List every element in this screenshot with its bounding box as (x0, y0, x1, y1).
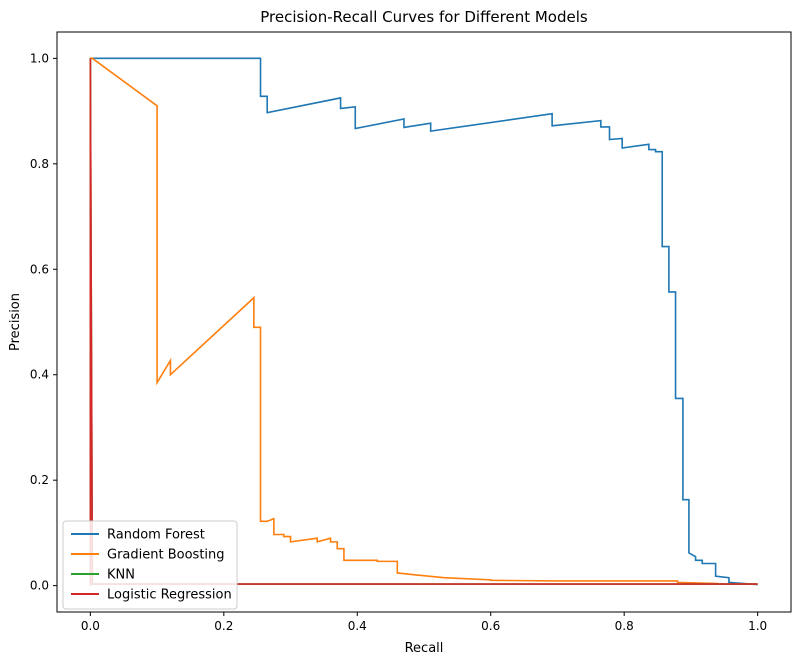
x-tick-label: 0.2 (214, 619, 233, 633)
series-line-random-forest (89, 57, 758, 586)
series-layer (89, 57, 758, 586)
y-tick-label: 0.4 (30, 368, 49, 382)
y-tick-label: 1.0 (30, 51, 49, 65)
plot-area (56, 31, 792, 613)
legend-label: Logistic Regression (107, 588, 232, 603)
legend-label: Random Forest (107, 528, 205, 543)
x-axis-label: Recall (405, 641, 444, 656)
x-tick-label: 1.0 (748, 619, 767, 633)
y-tick-label: 0.0 (30, 579, 49, 593)
y-tick-label: 0.8 (30, 157, 49, 171)
x-tick-label: 0.6 (481, 619, 500, 633)
x-tick-label: 0.0 (81, 619, 100, 633)
y-axis-label: Precision (8, 293, 23, 351)
legend: Random Forest Gradient Boosting KNN Logisti… (62, 520, 238, 610)
x-axis-ticks: 0.0 0.2 0.4 0.6 0.8 1.0 (81, 612, 767, 633)
y-tick-label: 0.6 (30, 262, 49, 276)
y-axis-ticks: 0.0 0.2 0.4 0.6 0.8 1.0 (30, 51, 57, 593)
y-tick-label: 0.2 (30, 473, 49, 487)
legend-box (62, 520, 238, 610)
series-line-logistic-regression (89, 58, 758, 586)
x-tick-label: 0.4 (348, 619, 367, 633)
legend-label: KNN (107, 568, 135, 583)
chart-title: Precision-Recall Curves for Different Mo… (260, 8, 588, 26)
series-line-gradient-boosting (89, 57, 758, 586)
x-tick-label: 0.8 (615, 619, 634, 633)
legend-label: Gradient Boosting (107, 548, 225, 563)
